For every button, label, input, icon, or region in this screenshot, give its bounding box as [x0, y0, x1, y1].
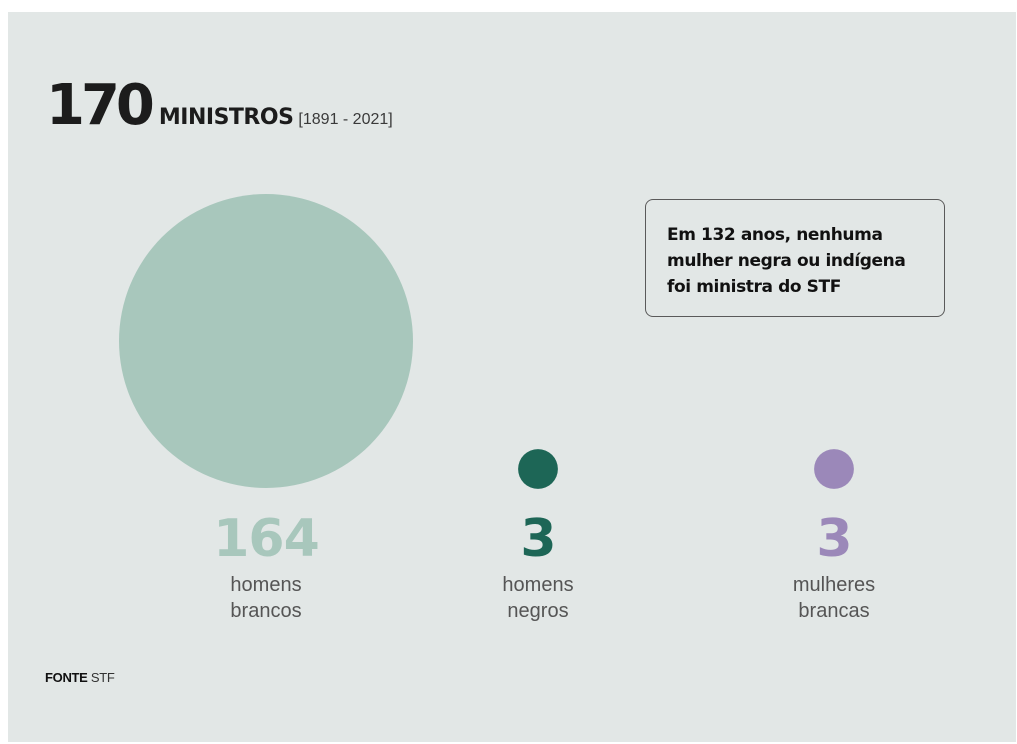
source-value: STF	[90, 670, 115, 685]
value-mulheres-brancas: 3	[816, 509, 852, 569]
value-homens-brancos: 164	[213, 509, 320, 569]
annotation-box: Em 132 anos, nenhuma mulher negra ou ind…	[645, 199, 945, 317]
annotation-text: Em 132 anos, nenhuma mulher negra ou ind…	[667, 225, 906, 297]
label-homens-negros: homens negros	[502, 574, 574, 622]
title-word: MINISTROS	[158, 105, 294, 130]
source-label: FONTE	[45, 670, 88, 685]
label-homens-brancos: homens brancos	[230, 574, 302, 622]
label-mulheres-brancas: mulheres brancas	[792, 574, 876, 622]
bubble-mulheres-brancas	[814, 449, 854, 489]
bubble-homens-negros	[518, 449, 558, 489]
title-total: 170	[46, 73, 155, 138]
title-period: [1891 - 2021]	[298, 111, 393, 128]
bubble-homens-brancos	[119, 194, 413, 488]
chart-title: 170 MINISTROS [1891 - 2021]	[46, 78, 393, 134]
source-note: FONTE STF	[45, 670, 115, 685]
value-homens-negros: 3	[520, 509, 556, 569]
